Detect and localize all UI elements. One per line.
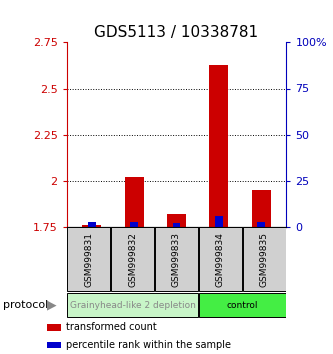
Bar [199,227,242,291]
Bar [257,222,265,227]
Bar [67,227,110,291]
Text: GSM999834: GSM999834 [216,232,225,287]
Text: GSM999835: GSM999835 [260,232,269,287]
Text: Grainyhead-like 2 depletion: Grainyhead-like 2 depletion [70,301,195,310]
Text: GSM999832: GSM999832 [128,232,137,287]
Text: control: control [227,301,258,310]
Text: transformed count: transformed count [66,322,157,332]
Bar [173,223,180,227]
Text: GSM999833: GSM999833 [172,232,181,287]
Bar [67,293,198,317]
Bar [125,177,144,227]
Bar [47,342,61,348]
Bar [111,227,154,291]
Text: protocol: protocol [3,300,49,310]
Bar [88,222,96,227]
Bar [199,293,286,317]
Title: GDS5113 / 10338781: GDS5113 / 10338781 [95,25,258,40]
Bar [167,214,186,227]
Bar [47,324,61,331]
Bar [209,64,228,227]
Bar [251,190,270,227]
Text: percentile rank within the sample: percentile rank within the sample [66,340,231,350]
Bar [155,227,198,291]
Bar [131,222,138,227]
Text: GSM999831: GSM999831 [84,232,93,287]
Bar [243,227,286,291]
Bar [215,216,222,227]
Bar [83,225,102,227]
Text: ▶: ▶ [47,299,56,312]
